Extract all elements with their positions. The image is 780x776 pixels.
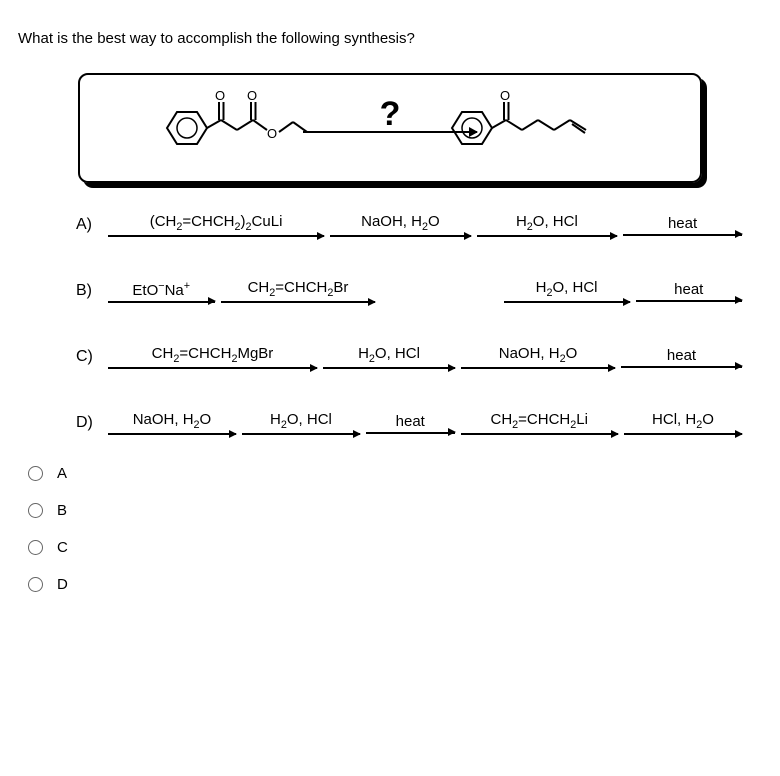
step-text: heat (668, 281, 709, 298)
step-arrow (242, 433, 360, 435)
svg-text:O: O (267, 126, 277, 141)
radio-option-b[interactable]: B (28, 502, 762, 519)
option-b-label: B) (76, 282, 102, 300)
step-text: NaOH, H2O (127, 411, 218, 431)
step-arrow (108, 235, 324, 237)
svg-text:O: O (247, 88, 257, 103)
option-c-label: C) (76, 348, 102, 366)
step-text: CH2=CHCH2Br (242, 279, 355, 299)
step-text: EtO−Na+ (126, 280, 196, 299)
step-arrow (108, 433, 236, 435)
option-d-row: D) NaOH, H2O H2O, HCl heat CH2=CHCH2Li H… (76, 411, 742, 435)
option-a-label: A) (76, 216, 102, 234)
radio-circle-icon (28, 540, 43, 555)
radio-option-d[interactable]: D (28, 576, 762, 593)
option-a-row: A) (CH2=CHCH2)2CuLi NaOH, H2O H2O, HCl h… (76, 213, 742, 237)
step-text: H2O, HCl (530, 279, 604, 299)
reaction-scheme-box: O O O ? O (78, 73, 702, 183)
svg-text:O: O (500, 88, 510, 103)
step-text: NaOH, H2O (493, 345, 584, 365)
step-text: heat (661, 347, 702, 364)
step-text: H2O, HCl (264, 411, 338, 431)
product: O (440, 88, 625, 168)
step-text: heat (390, 413, 431, 430)
step-arrow (330, 235, 470, 237)
step-arrow (461, 433, 618, 435)
step-text: heat (662, 215, 703, 232)
reaction-arrow (303, 131, 477, 133)
step-arrow (366, 432, 455, 434)
step-text: H2O, HCl (510, 213, 584, 233)
svg-text:O: O (215, 88, 225, 103)
starting-material: O O O (155, 88, 325, 168)
option-b-row: B) EtO−Na+ CH2=CHCH2Br H2O, HCl heat (76, 279, 742, 303)
step-arrow (621, 366, 742, 368)
step-arrow (221, 301, 376, 303)
radio-option-c[interactable]: C (28, 539, 762, 556)
step-text: CH2=CHCH2MgBr (146, 345, 280, 365)
step-arrow (504, 301, 630, 303)
step-text: NaOH, H2O (355, 213, 446, 233)
radio-group: A B C D (28, 465, 762, 593)
step-arrow (636, 300, 743, 302)
step-arrow (108, 367, 317, 369)
radio-label: A (57, 465, 67, 482)
step-arrow (461, 367, 615, 369)
step-text: (CH2=CHCH2)2CuLi (144, 213, 289, 233)
radio-option-a[interactable]: A (28, 465, 762, 482)
radio-label: C (57, 539, 68, 556)
radio-circle-icon (28, 577, 43, 592)
option-c-row: C) CH2=CHCH2MgBr H2O, HCl NaOH, H2O heat (76, 345, 742, 369)
question-text: What is the best way to accomplish the f… (18, 30, 762, 47)
step-arrow (323, 367, 455, 369)
radio-label: B (57, 502, 67, 519)
radio-circle-icon (28, 466, 43, 481)
step-arrow (477, 235, 617, 237)
step-text: H2O, HCl (352, 345, 426, 365)
radio-label: D (57, 576, 68, 593)
radio-circle-icon (28, 503, 43, 518)
option-d-label: D) (76, 414, 102, 432)
step-text: CH2=CHCH2Li (484, 411, 593, 431)
step-arrow (108, 301, 215, 303)
step-arrow (624, 433, 742, 435)
step-text: HCl, H2O (646, 411, 720, 431)
answer-options: A) (CH2=CHCH2)2CuLi NaOH, H2O H2O, HCl h… (76, 213, 742, 435)
step-arrow (623, 234, 742, 236)
question-mark: ? (380, 95, 401, 134)
